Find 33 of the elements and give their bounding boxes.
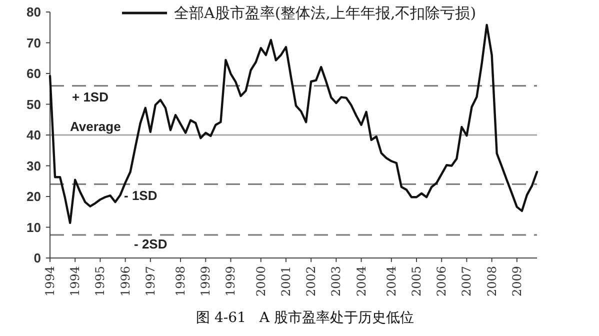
- x-tick-label: 1994: [68, 266, 82, 297]
- x-tick-label: 2008: [484, 266, 499, 297]
- y-tick-label: 40: [26, 128, 41, 142]
- text: 图 4-61 A 股市盈率处于历史低位: [196, 310, 414, 326]
- y-tick-label: 70: [26, 35, 41, 50]
- x-tick-label: 2003: [329, 266, 344, 297]
- ref-line-label: Average: [70, 119, 121, 134]
- ref-line-label: - 2SD: [134, 236, 168, 252]
- x-tick-label: 2004: [384, 266, 398, 297]
- y-tick-label: 50: [26, 96, 41, 112]
- x-tick-label: 1997: [143, 266, 158, 297]
- x-tick-label: 1999: [198, 266, 213, 297]
- x-tick-label: 2005: [410, 266, 424, 297]
- y-tick-label: 60: [26, 66, 41, 81]
- ref-line-label: - 1SD: [124, 188, 158, 203]
- y-tick-label: 10: [26, 220, 41, 235]
- x-tick-label: 2006: [434, 266, 449, 297]
- x-tick-label: 2000: [254, 266, 268, 297]
- x-tick-label: 1995: [93, 266, 108, 297]
- x-tick-label: 1999: [224, 266, 238, 297]
- x-tick-label: 2002: [304, 266, 318, 297]
- y-tick-label: 80: [26, 4, 41, 20]
- x-tick-label: 1994: [43, 266, 57, 297]
- ref-line-label: + 1SD: [72, 89, 108, 104]
- x-tick-label: 2009: [510, 266, 524, 297]
- x-tick-label: 1998: [174, 266, 188, 297]
- y-tick-label: 0: [34, 250, 41, 266]
- y-tick-label: 20: [26, 189, 41, 204]
- x-tick-label: 2007: [460, 266, 474, 297]
- y-tick-label: 30: [26, 158, 41, 174]
- x-tick-label: 1996: [118, 266, 132, 297]
- x-tick-label: 2001: [278, 266, 293, 297]
- x-tick-label: 2004: [354, 266, 368, 297]
